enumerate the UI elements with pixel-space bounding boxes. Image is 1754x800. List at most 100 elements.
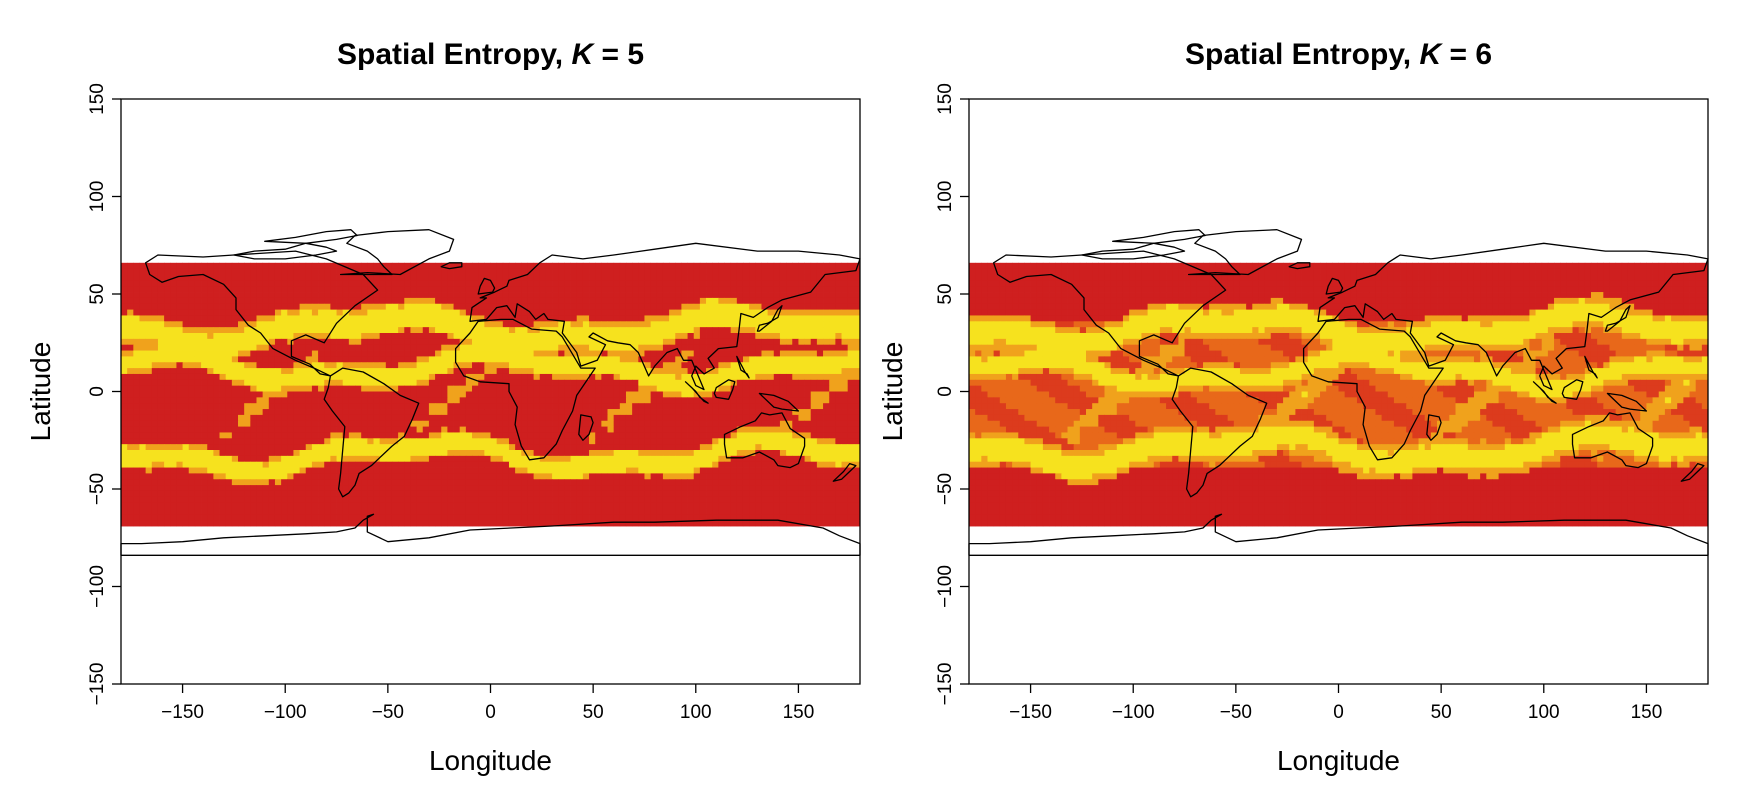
heatmap-cell xyxy=(706,426,713,433)
heatmap-cell xyxy=(256,455,264,463)
heatmap-cell xyxy=(416,485,424,492)
heatmap-cell xyxy=(336,414,344,422)
heatmap-cell xyxy=(490,292,498,299)
heatmap-cell xyxy=(613,414,621,422)
heatmap-cell xyxy=(287,274,294,281)
heatmap-cell xyxy=(804,467,812,474)
heatmap-cell xyxy=(250,490,257,498)
heatmap-cell xyxy=(139,490,147,498)
heatmap-cell xyxy=(416,356,424,363)
heatmap-cell xyxy=(484,327,491,334)
heatmap-cell xyxy=(391,397,399,404)
heatmap-cell xyxy=(724,385,732,392)
heatmap-cell xyxy=(681,292,688,299)
heatmap-cell xyxy=(201,479,208,486)
heatmap-cell xyxy=(853,385,861,392)
heatmap-cell xyxy=(490,479,498,486)
heatmap-cell xyxy=(773,420,781,427)
heatmap-cell xyxy=(545,362,553,369)
heatmap-cell xyxy=(404,450,411,457)
heatmap-cell xyxy=(416,268,424,275)
heatmap-cell xyxy=(810,344,818,351)
heatmap-cell xyxy=(810,286,818,293)
heatmap-cell xyxy=(428,303,436,310)
heatmap-cell xyxy=(281,485,288,492)
heatmap-cell xyxy=(398,315,405,322)
heatmap-cell xyxy=(238,485,245,492)
heatmap-cell xyxy=(706,379,713,387)
heatmap-cell xyxy=(213,344,220,351)
heatmap-cell xyxy=(422,403,430,410)
heatmap-cell xyxy=(779,414,787,422)
heatmap-cell xyxy=(194,309,202,316)
heatmap-cell xyxy=(422,426,430,433)
heatmap-cell xyxy=(244,467,251,474)
heatmap-cell xyxy=(250,303,257,310)
heatmap-cell xyxy=(853,315,861,322)
heatmap-cell xyxy=(182,297,190,305)
heatmap-cell xyxy=(687,444,695,451)
heatmap-cell xyxy=(293,432,300,439)
heatmap-cell xyxy=(515,309,522,316)
heatmap-cell xyxy=(638,362,645,369)
heatmap-cell xyxy=(829,333,836,340)
heatmap-cell xyxy=(311,303,319,310)
heatmap-cell xyxy=(693,403,701,410)
heatmap-cell xyxy=(582,327,590,334)
heatmap-cell xyxy=(311,450,319,457)
heatmap-cell xyxy=(545,262,553,270)
heatmap-cell xyxy=(238,490,245,498)
heatmap-cell xyxy=(823,397,830,404)
heatmap-cell xyxy=(145,444,153,451)
heatmap-cell xyxy=(287,479,294,486)
heatmap-cell xyxy=(459,356,467,363)
heatmap-cell xyxy=(194,268,202,275)
heatmap-cell xyxy=(847,391,855,398)
heatmap-cell xyxy=(268,368,276,375)
heatmap-cell xyxy=(176,292,183,299)
heatmap-cell xyxy=(176,473,183,480)
heatmap-cell xyxy=(693,444,701,451)
heatmap-cell xyxy=(441,333,448,340)
heatmap-cell xyxy=(139,444,147,451)
heatmap-cell xyxy=(687,274,695,281)
heatmap-cell xyxy=(601,455,608,463)
heatmap-cell xyxy=(207,262,214,270)
heatmap-cell xyxy=(441,350,448,357)
heatmap-cell xyxy=(435,455,442,463)
heatmap-cell xyxy=(619,461,627,468)
heatmap-cell xyxy=(355,455,362,463)
heatmap-cell xyxy=(742,362,750,369)
heatmap-cell xyxy=(484,420,491,427)
heatmap-cell xyxy=(527,338,535,346)
heatmap-cell xyxy=(139,280,147,287)
heatmap-cell xyxy=(164,485,171,492)
heatmap-cell xyxy=(545,409,553,416)
heatmap-cell xyxy=(761,362,769,369)
heatmap-cell xyxy=(853,403,861,410)
heatmap-cell xyxy=(465,297,473,305)
heatmap-cell xyxy=(379,432,387,439)
heatmap-cell xyxy=(656,350,664,357)
heatmap-cell xyxy=(607,438,615,445)
heatmap-cell xyxy=(632,473,639,480)
heatmap-cell xyxy=(699,467,707,474)
heatmap-cell xyxy=(268,280,276,287)
heatmap-cell xyxy=(835,344,842,351)
heatmap-cell xyxy=(133,368,140,375)
heatmap-cell xyxy=(213,444,220,451)
heatmap-cell xyxy=(773,280,781,287)
heatmap-cell xyxy=(379,502,387,509)
heatmap-cell xyxy=(792,362,799,369)
heatmap-cell xyxy=(718,286,725,293)
heatmap-cell xyxy=(213,362,220,369)
heatmap-cell xyxy=(786,420,793,427)
heatmap-cell xyxy=(299,432,307,439)
heatmap-cell xyxy=(558,496,565,504)
heatmap-cell xyxy=(767,473,775,480)
heatmap-cell xyxy=(231,333,239,340)
heatmap-cell xyxy=(749,467,756,474)
heatmap-cell xyxy=(157,444,165,451)
heatmap-cell xyxy=(133,450,140,457)
heatmap-cell xyxy=(379,280,387,287)
